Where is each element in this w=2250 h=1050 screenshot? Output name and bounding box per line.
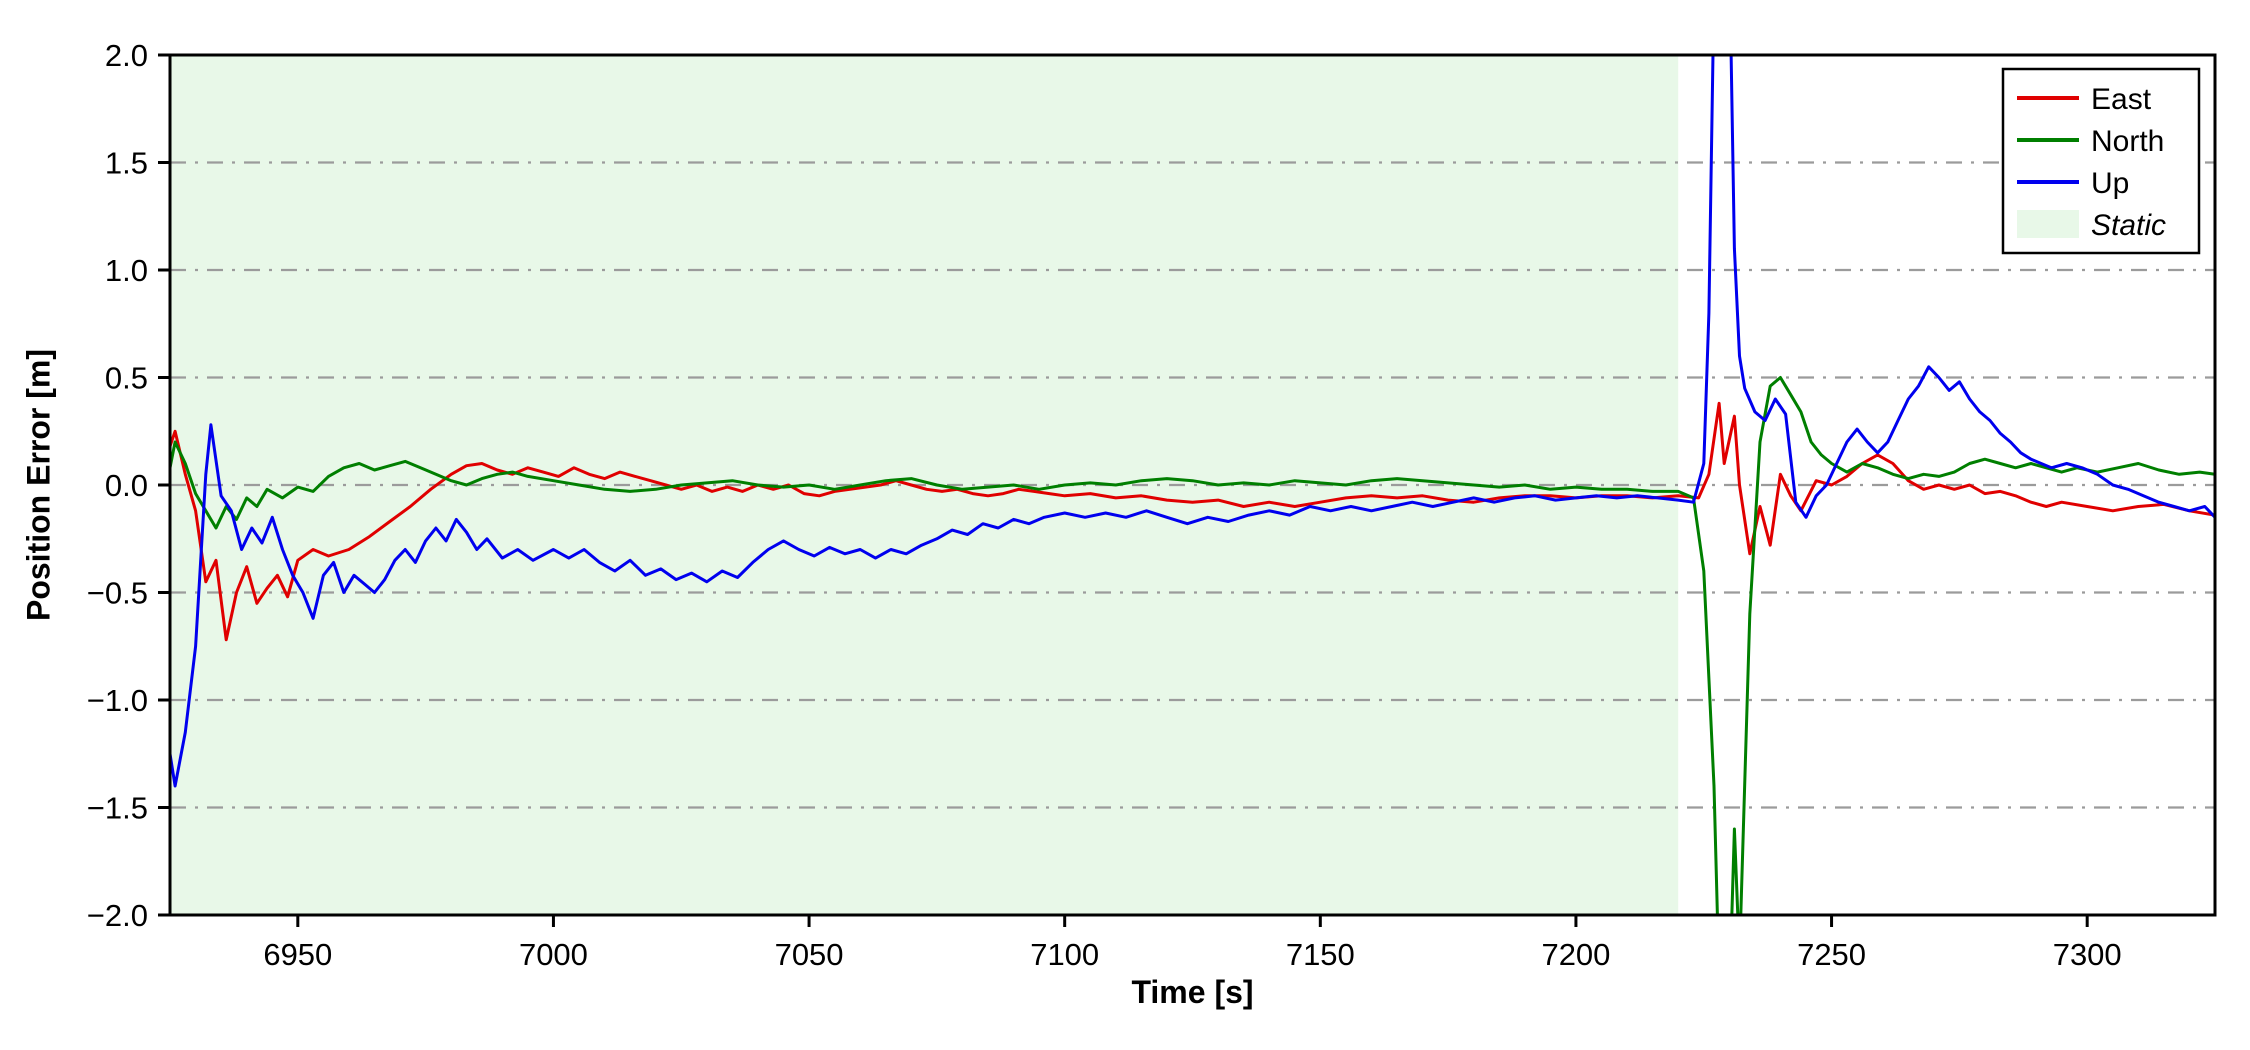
y-axis-label: Position Error [m] [20,348,57,622]
x-tick-label: 7050 [775,937,844,972]
y-tick-label: 1.5 [105,146,148,181]
series-up-line [170,55,2215,788]
legend-label: Static [2091,209,2166,242]
y-tick-label: 2.0 [105,38,148,73]
series-north-line [170,376,2215,915]
x-tick-label: 7200 [1541,937,1610,972]
x-tick-label: 7250 [1797,937,1866,972]
x-tick-label: 7000 [519,937,588,972]
y-tick-label: 1.0 [105,253,148,288]
x-tick-label: 6950 [263,937,332,972]
x-tick-label: 7300 [2053,937,2122,972]
legend-label: North [2091,125,2164,158]
y-tick-label: 0.0 [105,468,148,503]
series-east-line [170,401,2215,642]
x-axis-label: Time [s] [1131,974,1254,1010]
legend-static-patch-sample [2017,210,2079,238]
legend-label: Up [2091,167,2129,200]
y-tick-label: 0.5 [105,361,148,396]
legend-label: East [2091,83,2152,116]
y-tick-label: −1.0 [87,683,148,718]
y-tick-label: −2.0 [87,898,148,933]
y-tick-label: −1.5 [87,791,148,826]
x-tick-label: 7150 [1286,937,1355,972]
y-tick-label: −0.5 [87,576,148,611]
x-tick-label: 7100 [1030,937,1099,972]
